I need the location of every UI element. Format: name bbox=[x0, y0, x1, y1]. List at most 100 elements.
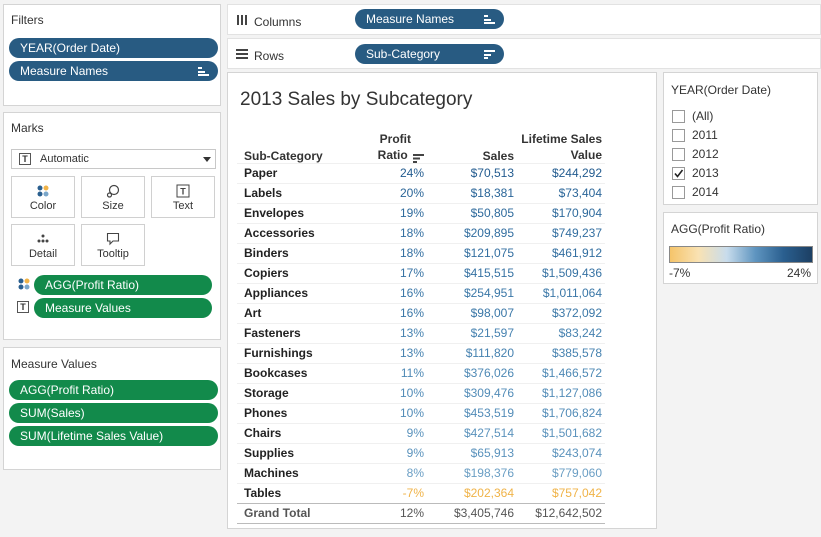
row-sub-category[interactable]: Machines bbox=[237, 462, 367, 483]
header-lifetime-sales[interactable]: Lifetime Sales Value bbox=[517, 123, 605, 163]
row-sub-category[interactable]: Chairs bbox=[237, 422, 367, 443]
row-sub-category[interactable]: Labels bbox=[237, 182, 367, 203]
row-sub-category[interactable]: Appliances bbox=[237, 282, 367, 303]
row-sales[interactable]: $50,805 bbox=[427, 202, 517, 223]
row-sub-category[interactable]: Copiers bbox=[237, 262, 367, 283]
row-sales[interactable]: $254,951 bbox=[427, 282, 517, 303]
row-sales[interactable]: $198,376 bbox=[427, 462, 517, 483]
row-profit-ratio[interactable]: 19% bbox=[367, 202, 427, 223]
row-lifetime-sales[interactable]: $1,127,086 bbox=[517, 382, 605, 403]
row-profit-ratio[interactable]: 9% bbox=[367, 422, 427, 443]
columns-pill-measure-names[interactable]: Measure Names bbox=[355, 9, 504, 29]
row-sub-category[interactable]: Bookcases bbox=[237, 362, 367, 383]
row-profit-ratio[interactable]: 24% bbox=[367, 162, 427, 183]
row-profit-ratio[interactable]: 18% bbox=[367, 222, 427, 243]
row-sub-category[interactable]: Paper bbox=[237, 162, 367, 183]
row-profit-ratio[interactable]: 16% bbox=[367, 302, 427, 323]
row-lifetime-sales[interactable]: $1,706,824 bbox=[517, 402, 605, 423]
row-sales[interactable]: $98,007 bbox=[427, 302, 517, 323]
row-lifetime-sales[interactable]: $749,237 bbox=[517, 222, 605, 243]
row-lifetime-sales[interactable]: $170,904 bbox=[517, 202, 605, 223]
row-lifetime-sales[interactable]: $757,042 bbox=[517, 482, 605, 503]
year-option-label[interactable]: 2013 bbox=[692, 166, 719, 180]
row-lifetime-sales[interactable]: $244,292 bbox=[517, 162, 605, 183]
color-legend-ramp[interactable] bbox=[669, 246, 813, 263]
row-profit-ratio[interactable]: 17% bbox=[367, 262, 427, 283]
row-profit-ratio[interactable]: 8% bbox=[367, 462, 427, 483]
marks-pill-profit-ratio[interactable]: AGG(Profit Ratio) bbox=[34, 275, 212, 295]
row-sales[interactable]: $415,515 bbox=[427, 262, 517, 283]
grand-total-lifetime-sales[interactable]: $12,642,502 bbox=[517, 502, 605, 524]
tooltip-button[interactable]: Tooltip bbox=[81, 224, 145, 266]
filter-pill-year[interactable]: YEAR(Order Date) bbox=[9, 38, 218, 58]
row-sales[interactable]: $18,381 bbox=[427, 182, 517, 203]
row-sales[interactable]: $65,913 bbox=[427, 442, 517, 463]
grand-total-sales[interactable]: $3,405,746 bbox=[427, 502, 517, 524]
row-lifetime-sales[interactable]: $779,060 bbox=[517, 462, 605, 483]
measure-pill-sales[interactable]: SUM(Sales) bbox=[9, 403, 218, 423]
year-checkbox[interactable] bbox=[672, 186, 685, 199]
row-sales[interactable]: $21,597 bbox=[427, 322, 517, 343]
year-option-label[interactable]: 2011 bbox=[692, 128, 718, 142]
size-button[interactable]: Size bbox=[81, 176, 145, 218]
row-sales[interactable]: $427,514 bbox=[427, 422, 517, 443]
rows-pill-sub-category[interactable]: Sub-Category bbox=[355, 44, 504, 64]
measure-pill-lifetime-sales[interactable]: SUM(Lifetime Sales Value) bbox=[9, 426, 218, 446]
row-sales[interactable]: $202,364 bbox=[427, 482, 517, 503]
row-lifetime-sales[interactable]: $1,466,572 bbox=[517, 362, 605, 383]
filter-pill-measure-names[interactable]: Measure Names bbox=[9, 61, 218, 81]
row-profit-ratio[interactable]: 9% bbox=[367, 442, 427, 463]
row-sub-category[interactable]: Supplies bbox=[237, 442, 367, 463]
row-sub-category[interactable]: Phones bbox=[237, 402, 367, 423]
row-profit-ratio[interactable]: 10% bbox=[367, 402, 427, 423]
measure-pill-profit-ratio[interactable]: AGG(Profit Ratio) bbox=[9, 380, 218, 400]
row-sub-category[interactable]: Accessories bbox=[237, 222, 367, 243]
row-sub-category[interactable]: Storage bbox=[237, 382, 367, 403]
row-lifetime-sales[interactable]: $73,404 bbox=[517, 182, 605, 203]
year-checkbox[interactable] bbox=[672, 167, 685, 180]
row-profit-ratio[interactable]: 10% bbox=[367, 382, 427, 403]
row-sales[interactable]: $453,519 bbox=[427, 402, 517, 423]
color-button[interactable]: Color bbox=[11, 176, 75, 218]
year-option-label[interactable]: (All) bbox=[692, 109, 714, 123]
row-lifetime-sales[interactable]: $372,092 bbox=[517, 302, 605, 323]
row-lifetime-sales[interactable]: $243,074 bbox=[517, 442, 605, 463]
row-sub-category[interactable]: Art bbox=[237, 302, 367, 323]
mark-type-dropdown[interactable]: T Automatic bbox=[11, 149, 216, 169]
row-sales[interactable]: $376,026 bbox=[427, 362, 517, 383]
row-sub-category[interactable]: Fasteners bbox=[237, 322, 367, 343]
year-checkbox[interactable] bbox=[672, 129, 685, 142]
row-profit-ratio[interactable]: 13% bbox=[367, 322, 427, 343]
row-lifetime-sales[interactable]: $83,242 bbox=[517, 322, 605, 343]
row-sales[interactable]: $209,895 bbox=[427, 222, 517, 243]
year-option-label[interactable]: 2014 bbox=[692, 185, 719, 199]
sort-descending-icon[interactable] bbox=[413, 151, 424, 163]
row-sales[interactable]: $121,075 bbox=[427, 242, 517, 263]
row-lifetime-sales[interactable]: $461,912 bbox=[517, 242, 605, 263]
row-profit-ratio[interactable]: 16% bbox=[367, 282, 427, 303]
row-profit-ratio[interactable]: 20% bbox=[367, 182, 427, 203]
header-sales[interactable]: Sales bbox=[427, 123, 517, 163]
marks-pill-measure-values[interactable]: Measure Values bbox=[34, 298, 212, 318]
row-sub-category[interactable]: Furnishings bbox=[237, 342, 367, 363]
row-lifetime-sales[interactable]: $385,578 bbox=[517, 342, 605, 363]
year-checkbox[interactable] bbox=[672, 148, 685, 161]
grand-total-profit-ratio[interactable]: 12% bbox=[367, 502, 427, 524]
row-sub-category[interactable]: Binders bbox=[237, 242, 367, 263]
text-button[interactable]: T Text bbox=[151, 176, 215, 218]
row-lifetime-sales[interactable]: $1,509,436 bbox=[517, 262, 605, 283]
detail-button[interactable]: Detail bbox=[11, 224, 75, 266]
row-sales[interactable]: $70,513 bbox=[427, 162, 517, 183]
row-profit-ratio[interactable]: -7% bbox=[367, 482, 427, 503]
header-sub-category[interactable]: Sub-Category bbox=[237, 123, 367, 163]
row-sales[interactable]: $309,476 bbox=[427, 382, 517, 403]
year-checkbox[interactable] bbox=[672, 110, 685, 123]
header-profit-ratio[interactable]: Profit Ratio bbox=[367, 123, 427, 163]
row-profit-ratio[interactable]: 18% bbox=[367, 242, 427, 263]
row-profit-ratio[interactable]: 11% bbox=[367, 362, 427, 383]
row-sub-category[interactable]: Tables bbox=[237, 482, 367, 503]
row-profit-ratio[interactable]: 13% bbox=[367, 342, 427, 363]
year-option-label[interactable]: 2012 bbox=[692, 147, 719, 161]
row-lifetime-sales[interactable]: $1,501,682 bbox=[517, 422, 605, 443]
row-sub-category[interactable]: Envelopes bbox=[237, 202, 367, 223]
